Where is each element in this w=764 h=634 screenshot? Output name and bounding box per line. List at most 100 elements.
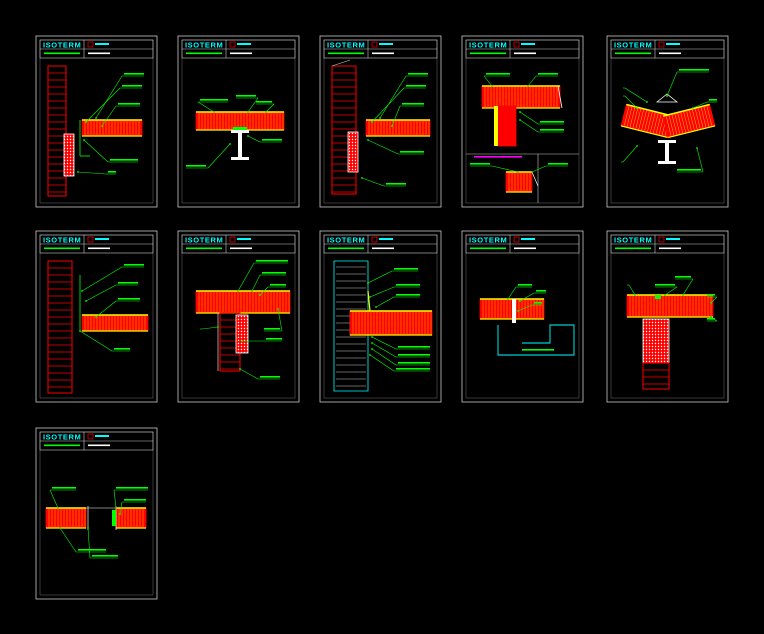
leader-line [696, 147, 704, 173]
ridge-cap [655, 93, 679, 103]
leader-dot [241, 340, 243, 342]
leader-line [692, 101, 708, 109]
callout-text-mark [114, 348, 130, 350]
callout-text-mark [394, 268, 418, 270]
callout-text-mark [548, 163, 568, 165]
sheet-border [35, 35, 158, 208]
callout [623, 87, 648, 103]
callout [85, 85, 142, 123]
callout-text-mark [266, 338, 282, 340]
leader-line [361, 177, 385, 187]
callout [79, 330, 130, 352]
beam-top-flange [658, 140, 676, 143]
leader-dot [527, 85, 529, 87]
leader-line [531, 165, 547, 173]
sheet-title-mark [44, 247, 80, 250]
wall-outline [331, 65, 357, 195]
callout [379, 73, 428, 119]
logo-mark [371, 236, 378, 243]
leader-dot [664, 294, 666, 296]
sheet-border [606, 230, 729, 403]
leader-dot [710, 302, 712, 304]
leader-dot [517, 171, 519, 173]
leader-dot [507, 298, 509, 300]
leader-line [197, 101, 215, 113]
detail-panel-on-masonry-wall-with-section [466, 73, 579, 203]
roof-panel [195, 290, 291, 314]
leader-dot [491, 85, 493, 87]
joint-connector [512, 299, 516, 323]
panel-hatch [653, 113, 659, 133]
leader-line [624, 95, 638, 109]
callout-text-mark [124, 499, 146, 501]
leader-dot [367, 282, 369, 284]
leader-dot [375, 306, 377, 308]
callout [237, 260, 288, 292]
sheet-subtitle-mark [514, 247, 536, 250]
leader-dot [519, 111, 521, 113]
callout [666, 69, 709, 97]
leader-line [59, 527, 77, 553]
end-cap [557, 85, 563, 109]
brand-logo: ISOTERM [185, 236, 223, 245]
masonry-block [347, 131, 359, 173]
sheet-code-mark [95, 238, 109, 240]
steel-i-beam [231, 130, 249, 160]
brand-logo: ISOTERM [185, 41, 223, 50]
brand-logo: ISOTERM [469, 41, 507, 50]
drawing-sheet-4: ISOTERM [461, 35, 584, 208]
callout [77, 171, 116, 175]
leader-line [517, 304, 533, 312]
panel-hatch [695, 109, 701, 129]
brand-logo: ISOTERM [327, 41, 365, 50]
leader-dot [229, 143, 231, 145]
panel-core [195, 290, 291, 314]
leader-line [624, 87, 648, 103]
logo-mark [658, 236, 665, 243]
drawing-sheet-1: ISOTERM [35, 35, 158, 208]
roof-panel [365, 119, 431, 137]
sheet-subtitle-mark [659, 247, 681, 250]
leader-dot [367, 139, 369, 141]
callout-text-mark [256, 101, 272, 103]
leader-dot [517, 310, 519, 312]
sheet-title-mark [615, 247, 651, 250]
callout [256, 101, 275, 113]
panel-hatch [683, 111, 689, 132]
wall-outline [642, 362, 670, 390]
callout [241, 338, 282, 342]
sheet-code-mark [521, 238, 535, 240]
wall-outline [47, 65, 67, 197]
leader-line [664, 286, 678, 296]
leader-line [247, 97, 259, 113]
callout-text-mark [470, 163, 490, 165]
title-block: ISOTERM [323, 39, 438, 59]
leader-dot [239, 368, 241, 370]
title-block: ISOTERM [465, 234, 580, 254]
brand-logo: ISOTERM [43, 41, 81, 50]
sheet-border [461, 230, 584, 403]
panel-hatch [641, 110, 647, 131]
brand-logo: ISOTERM [327, 236, 365, 245]
title-block: ISOTERM [610, 39, 725, 59]
block-fill [642, 318, 670, 364]
callout-text-mark [707, 318, 715, 320]
beam-bottom-flange [231, 157, 249, 160]
panel-core [349, 310, 433, 336]
callout-text-mark [540, 129, 564, 131]
callout [531, 163, 568, 173]
panel-top-skin [626, 103, 674, 117]
leader-line [367, 270, 393, 284]
callout [239, 368, 280, 380]
callout [677, 147, 704, 173]
callout-text-mark [270, 284, 286, 286]
leader-dot [696, 147, 698, 149]
panel-right [115, 507, 147, 529]
brick-wall [331, 65, 357, 195]
callout [236, 95, 259, 113]
callout [361, 177, 406, 187]
callout [81, 264, 144, 292]
leader-dot [95, 316, 97, 318]
panel-hatch [629, 107, 636, 128]
callout-text-mark [92, 555, 118, 557]
